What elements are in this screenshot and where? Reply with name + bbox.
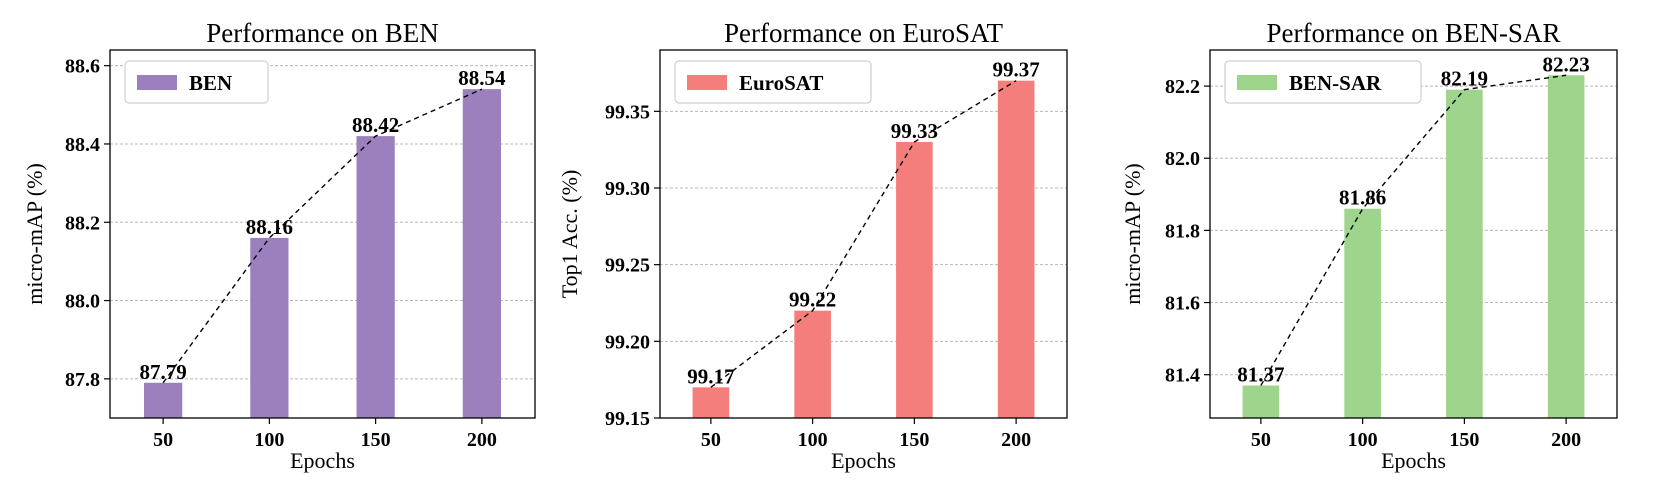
data-label: 99.37 xyxy=(993,58,1040,82)
axes-frame xyxy=(659,49,1068,419)
data-label: 82.23 xyxy=(1543,52,1590,76)
legend-label: BEN xyxy=(189,71,232,95)
data-label: 88.54 xyxy=(458,66,506,90)
data-label: 82.19 xyxy=(1441,67,1488,91)
x-tick-label: 100 xyxy=(254,429,284,451)
chart-title: Performance on EuroSAT xyxy=(724,18,1003,48)
x-tick-label: 50 xyxy=(1251,429,1271,451)
bar xyxy=(1446,89,1483,418)
x-tick-label: 100 xyxy=(1348,429,1378,451)
legend-label: BEN-SAR xyxy=(1289,71,1382,95)
bar xyxy=(997,80,1035,419)
legend-swatch xyxy=(137,75,177,90)
x-tick-label: 200 xyxy=(1001,429,1031,451)
bar xyxy=(794,310,831,418)
y-tick-label: 81.8 xyxy=(1165,220,1200,242)
legend: EuroSAT xyxy=(674,60,872,104)
y-tick-label: 88.2 xyxy=(65,212,100,234)
x-axis-label: Epochs xyxy=(290,448,355,473)
legend-swatch xyxy=(687,75,727,90)
y-tick-label: 88.6 xyxy=(65,56,100,78)
y-tick-label: 99.35 xyxy=(605,101,650,123)
bar xyxy=(462,89,501,419)
x-tick-label: 150 xyxy=(361,429,391,451)
chart-title: Performance on BEN-SAR xyxy=(1267,18,1561,48)
bar xyxy=(1344,208,1381,418)
x-tick-label: 50 xyxy=(153,429,173,451)
y-tick-label: 82.0 xyxy=(1165,148,1200,170)
x-tick-label: 200 xyxy=(467,429,497,451)
chart-title: Performance on BEN xyxy=(206,18,438,48)
bar xyxy=(692,387,730,418)
bar xyxy=(144,382,183,418)
bar xyxy=(356,136,395,418)
trend-line xyxy=(162,88,483,384)
y-tick-label: 88.4 xyxy=(65,134,100,156)
trend-line xyxy=(1260,74,1567,386)
x-tick-label: 150 xyxy=(899,429,929,451)
data-label: 99.33 xyxy=(891,119,938,143)
data-label: 81.86 xyxy=(1339,186,1386,210)
y-tick-label: 81.6 xyxy=(1165,293,1200,315)
x-axis-label: Epochs xyxy=(831,448,896,473)
legend: BEN xyxy=(124,60,269,104)
chart-panel-2: 99.17 99.22 99.33 99.37 99.15 99.20 99.25 99.30… xyxy=(557,18,1068,473)
y-tick-label: 99.15 xyxy=(605,408,650,430)
data-label: 99.22 xyxy=(789,288,836,312)
bar xyxy=(250,237,289,418)
data-label: 88.16 xyxy=(246,215,293,239)
legend-box xyxy=(1224,60,1422,104)
y-axis-label: micro-mAP (%) xyxy=(1120,163,1145,305)
y-tick-label: 82.2 xyxy=(1165,76,1200,98)
axes-frame xyxy=(109,49,536,419)
y-tick-label: 87.8 xyxy=(65,369,100,391)
axes-frame xyxy=(1209,49,1618,419)
x-tick-label: 100 xyxy=(798,429,828,451)
x-tick-label: 200 xyxy=(1551,429,1581,451)
trend-line xyxy=(710,80,1017,388)
legend-box xyxy=(674,60,872,104)
y-tick-label: 99.25 xyxy=(605,255,650,277)
chart-panel-3: 81.37 81.86 82.19 82.23 81.4 81.6 81.8 82.0 82.2… xyxy=(1120,18,1618,473)
data-label: 88.42 xyxy=(352,113,399,137)
legend: BEN-SAR xyxy=(1224,60,1422,104)
y-axis-label: Top1 Acc. (%) xyxy=(557,170,582,299)
bar xyxy=(896,142,933,418)
data-label: 99.17 xyxy=(687,364,734,388)
bar xyxy=(1242,385,1280,418)
data-label: 87.79 xyxy=(140,360,187,384)
y-tick-label: 88.0 xyxy=(65,291,100,313)
data-label: 81.37 xyxy=(1237,363,1284,387)
bar xyxy=(1547,75,1585,418)
legend-box xyxy=(124,60,269,104)
y-axis-label: micro-mAP (%) xyxy=(22,163,47,305)
y-tick-label: 99.30 xyxy=(605,178,650,200)
x-tick-label: 150 xyxy=(1449,429,1479,451)
x-axis-label: Epochs xyxy=(1381,448,1446,473)
y-tick-label: 81.4 xyxy=(1165,365,1200,387)
y-tick-label: 99.20 xyxy=(605,331,650,353)
chart-panel-1: 87.79 88.16 88.42 88.54 87.8 88.0 88.2 88.4 88.6… xyxy=(22,18,536,473)
x-tick-label: 50 xyxy=(701,429,721,451)
legend-label: EuroSAT xyxy=(739,71,823,95)
legend-swatch xyxy=(1237,75,1277,90)
